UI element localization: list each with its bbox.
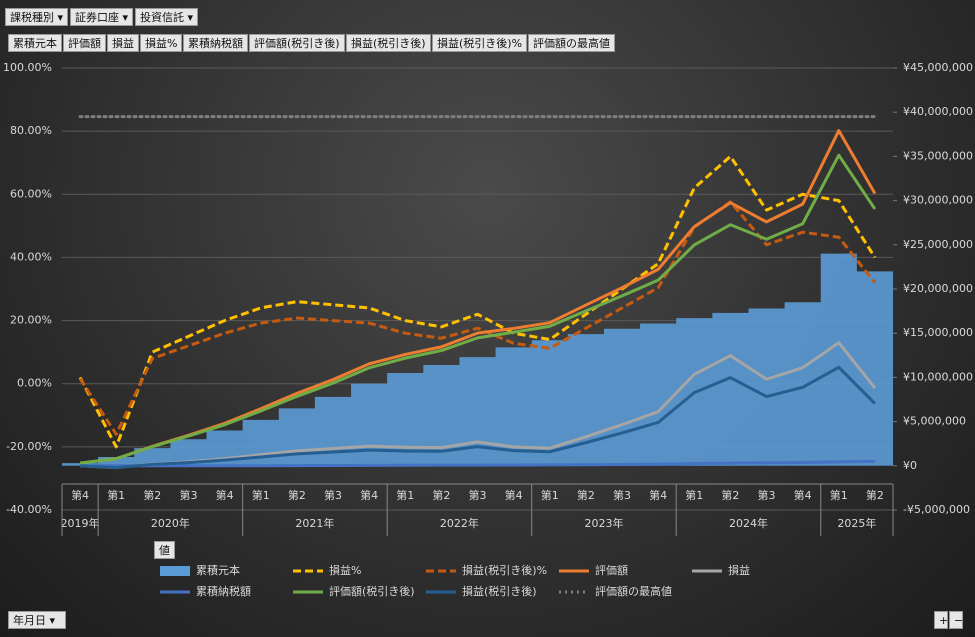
line <box>78 200 877 436</box>
x-tick-label: 第4 <box>216 488 234 502</box>
legend-label: 損益% <box>329 563 361 577</box>
x-group-label: 2024年 <box>729 516 768 530</box>
y2-tick-label: ¥0 <box>903 459 917 472</box>
x-tick-label: 第2 <box>721 488 739 502</box>
x-tick-label: 第3 <box>324 488 342 502</box>
y-tick-label: 0.00% <box>17 377 52 390</box>
field-button[interactable]: 累積元本 <box>8 34 62 52</box>
legend-label: 損益(税引き後) <box>462 584 537 598</box>
y-tick-label: -40.00% <box>6 503 52 516</box>
field-button[interactable]: 評価額(税引き後) <box>249 34 345 52</box>
zoom-button[interactable]: − <box>949 611 963 629</box>
legend-label: 損益(税引き後)% <box>462 563 547 577</box>
x-tick-label: 第1 <box>396 488 414 502</box>
x-group-label: 2020年 <box>151 516 190 530</box>
x-tick-label: 第4 <box>360 488 378 502</box>
field-button[interactable]: 評価額 <box>63 34 106 52</box>
field-button[interactable]: 評価額の最高値 <box>528 34 615 52</box>
field-button[interactable]: 損益(税引き後)% <box>432 34 528 52</box>
x-group-label: 2022年 <box>440 516 479 530</box>
area <box>62 253 893 466</box>
x-tick-label: 第4 <box>71 488 89 502</box>
legend-label: 評価額の最高値 <box>595 584 672 598</box>
x-group-label: 2021年 <box>295 516 334 530</box>
legend-label: 評価額 <box>595 563 628 577</box>
line <box>80 459 875 468</box>
y-tick-label: -20.00% <box>6 440 52 453</box>
x-group-label: 2023年 <box>584 516 623 530</box>
x-group-label: 2019年 <box>61 516 100 530</box>
x-tick-label: 第3 <box>613 488 631 502</box>
y-tick-label: 100.00% <box>3 61 52 74</box>
x-tick-label: 第2 <box>866 488 884 502</box>
filter-button[interactable]: 証券口座 ▾ <box>70 8 133 26</box>
x-tick-label: 第4 <box>794 488 812 502</box>
y2-tick-label: ¥10,000,000 <box>903 370 973 383</box>
filter-button[interactable]: 投資信託 ▾ <box>135 8 198 26</box>
legend-label: 累積納税額 <box>196 584 251 598</box>
x-tick-label: 第2 <box>577 488 595 502</box>
x-tick-label: 第3 <box>469 488 487 502</box>
y2-tick-label: -¥5,000,000 <box>903 503 970 516</box>
y-tick-label: 40.00% <box>10 250 52 263</box>
y2-tick-label: ¥40,000,000 <box>903 105 973 118</box>
y2-tick-label: ¥35,000,000 <box>903 149 973 162</box>
x-tick-label: 第1 <box>107 488 125 502</box>
zoom-button[interactable]: + <box>934 611 948 629</box>
legend-label: 評価額(税引き後) <box>329 584 415 598</box>
y-tick-label: 20.00% <box>10 314 52 327</box>
line <box>79 153 877 465</box>
x-tick-label: 第4 <box>505 488 523 502</box>
field-button[interactable]: 累積納税額 <box>183 34 248 52</box>
x-tick-label: 第1 <box>541 488 559 502</box>
field-button[interactable]: 損益% <box>140 34 183 52</box>
field-button[interactable]: 損益(税引き後) <box>346 34 431 52</box>
values-label: 値 <box>154 541 175 559</box>
x-tick-label: 第2 <box>288 488 306 502</box>
x-tick-label: 第2 <box>432 488 450 502</box>
y2-tick-label: ¥30,000,000 <box>903 194 973 207</box>
x-tick-label: 第1 <box>685 488 703 502</box>
legend-label: 損益 <box>728 563 750 577</box>
x-group-label: 2025年 <box>837 516 876 530</box>
y-tick-label: 80.00% <box>10 124 52 137</box>
y-tick-label: 60.00% <box>10 187 52 200</box>
row-field-button[interactable]: 年月日 ▾ <box>8 611 66 629</box>
legend-label: 累積元本 <box>196 563 240 577</box>
y2-tick-label: ¥25,000,000 <box>903 238 973 251</box>
x-tick-label: 第4 <box>649 488 667 502</box>
x-tick-label: 第2 <box>143 488 161 502</box>
y2-tick-label: ¥15,000,000 <box>903 326 973 339</box>
x-tick-label: 第1 <box>252 488 270 502</box>
x-tick-label: 第3 <box>179 488 197 502</box>
y2-tick-label: ¥45,000,000 <box>903 61 973 74</box>
line <box>79 365 876 470</box>
y2-tick-label: ¥20,000,000 <box>903 282 973 295</box>
x-tick-label: 第3 <box>758 488 776 502</box>
filter-button[interactable]: 課税種別 ▾ <box>5 8 68 26</box>
x-tick-label: 第1 <box>830 488 848 502</box>
legend-swatch <box>160 566 190 576</box>
y2-tick-label: ¥5,000,000 <box>903 415 966 428</box>
field-button[interactable]: 損益 <box>107 34 139 52</box>
line <box>78 154 877 449</box>
